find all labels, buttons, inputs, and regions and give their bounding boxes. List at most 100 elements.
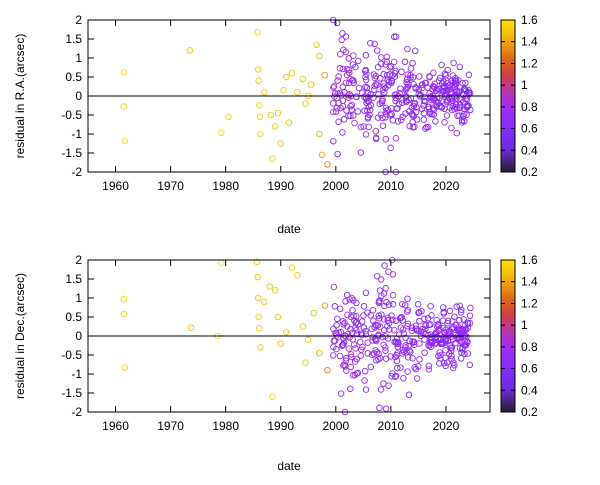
- colorbar-tick-label: 0.4: [521, 143, 538, 157]
- data-point: [416, 317, 423, 325]
- data-point: [380, 326, 388, 334]
- data-point: [360, 123, 367, 130]
- data-point: [374, 63, 382, 71]
- data-point: [425, 331, 432, 339]
- data-point: [332, 108, 340, 115]
- data-point: [330, 337, 338, 345]
- data-point: [339, 102, 347, 110]
- x-axis-label: date: [277, 222, 301, 236]
- data-point: [277, 340, 284, 347]
- x-tick-label: 2020: [433, 419, 460, 433]
- data-point: [437, 103, 445, 111]
- data-point: [341, 319, 348, 327]
- data-point: [376, 100, 383, 108]
- colorbar-tick-label: 0.6: [521, 362, 538, 376]
- data-point: [218, 129, 225, 137]
- data-point: [357, 352, 365, 359]
- data-point: [377, 386, 385, 393]
- data-point: [406, 337, 413, 345]
- data-point: [382, 344, 389, 351]
- data-point: [350, 77, 357, 84]
- data-point: [395, 331, 403, 338]
- data-point: [348, 106, 355, 113]
- data-point: [347, 351, 355, 358]
- data-point: [333, 94, 341, 102]
- data-point: [458, 119, 466, 126]
- colorbar-tick-label: 1.6: [521, 13, 538, 27]
- data-point: [375, 331, 382, 339]
- data-point: [267, 111, 275, 119]
- data-point: [432, 118, 439, 125]
- data-point: [368, 351, 376, 359]
- data-point: [437, 351, 444, 359]
- data-point: [421, 336, 428, 343]
- data-point: [399, 96, 406, 103]
- data-point: [412, 325, 420, 333]
- data-point: [461, 86, 469, 93]
- data-point: [360, 312, 367, 319]
- data-point: [404, 322, 411, 330]
- data-point: [407, 348, 414, 356]
- data-point: [422, 98, 429, 105]
- data-point: [452, 80, 459, 87]
- data-point: [385, 382, 392, 389]
- data-point: [390, 58, 398, 66]
- data-point: [350, 341, 358, 348]
- data-point: [274, 109, 282, 117]
- data-point: [339, 318, 347, 325]
- data-point: [413, 327, 421, 334]
- data-point: [331, 303, 339, 310]
- data-point: [412, 322, 420, 330]
- data-point: [446, 86, 453, 93]
- data-point: [337, 328, 345, 336]
- data-point: [257, 344, 264, 351]
- colorbar-tick-label: 1.6: [521, 253, 538, 267]
- data-point: [391, 33, 398, 41]
- data-point: [377, 54, 385, 61]
- x-tick-label: 1980: [212, 179, 239, 193]
- x-axis-label: date: [277, 459, 301, 473]
- data-point: [324, 161, 331, 168]
- data-point: [403, 97, 410, 104]
- data-point: [458, 306, 465, 314]
- y-tick-label: 0.5: [65, 310, 82, 324]
- data-point: [457, 355, 465, 362]
- data-point: [340, 116, 348, 123]
- data-point: [467, 106, 474, 114]
- data-point: [400, 330, 408, 337]
- data-point: [310, 309, 318, 317]
- y-tick-label: -0.5: [61, 108, 82, 122]
- data-point: [379, 86, 387, 93]
- data-point: [333, 321, 340, 329]
- data-point: [313, 41, 320, 48]
- data-point: [384, 76, 391, 84]
- data-point: [342, 33, 350, 40]
- data-point: [371, 74, 379, 82]
- data-point: [418, 81, 426, 88]
- data-point: [412, 85, 419, 92]
- data-point: [353, 299, 360, 307]
- data-point: [393, 91, 400, 98]
- data-point: [354, 57, 362, 65]
- data-point: [413, 375, 421, 382]
- data-point: [370, 71, 378, 78]
- data-point: [450, 359, 457, 366]
- data-point: [351, 119, 358, 127]
- data-point: [431, 80, 438, 88]
- x-tick-label: 1970: [157, 179, 184, 193]
- x-ticks: 1960 1970 1980 1990 2000 2010 2020: [102, 20, 460, 193]
- data-point: [446, 341, 454, 349]
- y-tick-label: 0: [75, 89, 82, 103]
- y-tick-label: 0.5: [65, 70, 82, 84]
- data-point: [362, 386, 370, 393]
- colorbar-ticks: 0.2 0.4 0.6 0.8 1 1.2 1.4 1.6: [501, 253, 538, 419]
- data-point: [380, 83, 388, 90]
- data-point: [257, 130, 264, 138]
- data-point: [352, 93, 360, 101]
- data-point: [254, 294, 262, 302]
- data-point: [453, 129, 461, 137]
- data-point: [462, 340, 470, 348]
- x-tick-label: 1990: [267, 419, 294, 433]
- data-point: [409, 355, 416, 362]
- data-point: [316, 130, 323, 138]
